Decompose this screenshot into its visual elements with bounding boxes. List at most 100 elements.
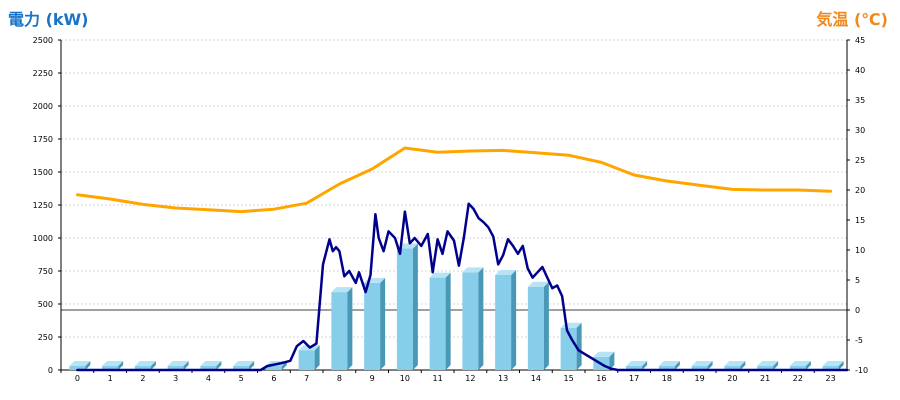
bar xyxy=(757,366,774,370)
bar xyxy=(527,286,544,370)
x-tick-label: 7 xyxy=(304,374,309,383)
right-tick-label: 20 xyxy=(855,186,865,195)
bar-side xyxy=(380,277,386,370)
temperature-line xyxy=(75,146,833,214)
right-tick-label: -10 xyxy=(855,366,868,375)
bar-top xyxy=(69,361,91,366)
bar-side xyxy=(183,361,189,370)
bar-top xyxy=(331,287,353,293)
left-tick-label: 2000 xyxy=(33,102,53,111)
x-tick-label: 19 xyxy=(695,374,705,383)
bar-top xyxy=(134,361,156,366)
bar xyxy=(789,366,806,370)
bar-top xyxy=(626,361,648,366)
bar-side xyxy=(740,361,746,370)
right-tick-label: 0 xyxy=(855,306,860,315)
bar xyxy=(364,282,381,370)
left-tick-label: 250 xyxy=(38,333,53,342)
bar-side xyxy=(543,281,549,370)
left-tick-label: 1000 xyxy=(33,234,53,243)
bar-top xyxy=(724,361,746,366)
x-tick-label: 9 xyxy=(370,374,375,383)
bar-top xyxy=(757,361,779,366)
x-tick-label: 2 xyxy=(140,374,145,383)
left-tick-label: 1250 xyxy=(33,201,53,210)
bar-side xyxy=(216,361,222,370)
x-tick-label: 0 xyxy=(75,374,80,383)
bar-side xyxy=(412,243,418,370)
bar xyxy=(331,292,348,370)
bar-side xyxy=(707,361,713,370)
x-tick-label: 15 xyxy=(564,374,574,383)
x-tick-label: 16 xyxy=(596,374,606,383)
x-tick-label: 13 xyxy=(498,374,508,383)
bar-top xyxy=(527,281,549,287)
bar-top xyxy=(593,351,615,357)
left-tick-label: 2500 xyxy=(33,36,53,45)
bar-top xyxy=(102,361,124,366)
left-tick-label: 2250 xyxy=(33,69,53,78)
left-axis-title: 電力 (kW) xyxy=(8,10,89,29)
bar xyxy=(134,366,151,370)
bar xyxy=(658,366,675,370)
right-axis-title: 気温 (℃) xyxy=(816,10,888,29)
right-tick-label: 5 xyxy=(855,276,860,285)
bar-top xyxy=(691,361,713,366)
bar xyxy=(265,366,282,370)
bar-side xyxy=(118,361,124,370)
bar xyxy=(691,366,708,370)
bar-top xyxy=(462,267,484,273)
x-tick-label: 1 xyxy=(108,374,113,383)
x-tick-label: 10 xyxy=(400,374,410,383)
bar-side xyxy=(805,361,811,370)
right-tick-label: 30 xyxy=(855,126,865,135)
x-tick-label: 18 xyxy=(662,374,672,383)
bar xyxy=(200,366,217,370)
right-tick-label: 45 xyxy=(855,36,865,45)
bar-side xyxy=(249,361,255,370)
bar-top xyxy=(233,361,255,366)
bar xyxy=(102,366,119,370)
right-tick-label: 25 xyxy=(855,156,865,165)
bar-top xyxy=(822,361,844,366)
x-tick-label: 11 xyxy=(433,374,443,383)
bar-side xyxy=(773,361,779,370)
x-tick-label: 5 xyxy=(239,374,244,383)
x-tick-label: 3 xyxy=(173,374,178,383)
bar-top xyxy=(495,269,517,275)
bar-top xyxy=(658,361,680,366)
bar-side xyxy=(314,345,320,370)
bar-top xyxy=(789,361,811,366)
left-tick-label: 500 xyxy=(38,300,53,309)
bar xyxy=(396,248,413,370)
bar-side xyxy=(642,361,648,370)
bar xyxy=(724,366,741,370)
bar-side xyxy=(85,361,91,370)
bar-side xyxy=(674,361,680,370)
bar-top xyxy=(429,272,451,278)
bar-side xyxy=(445,272,451,370)
bar-side xyxy=(150,361,156,370)
x-tick-label: 22 xyxy=(793,374,803,383)
bar-side xyxy=(511,269,517,370)
bar xyxy=(69,366,86,370)
bar-side xyxy=(838,361,844,370)
bar-side xyxy=(347,287,353,370)
x-tick-label: 14 xyxy=(531,374,541,383)
bar-side xyxy=(576,322,582,370)
left-tick-label: 750 xyxy=(38,267,53,276)
x-tick-label: 20 xyxy=(727,374,737,383)
bar xyxy=(495,274,512,370)
bar xyxy=(298,350,315,370)
right-tick-label: -5 xyxy=(855,336,863,345)
right-tick-label: 35 xyxy=(855,96,865,105)
x-tick-label: 23 xyxy=(826,374,836,383)
left-tick-label: 0 xyxy=(48,366,53,375)
right-tick-label: 10 xyxy=(855,246,865,255)
x-tick-label: 8 xyxy=(337,374,342,383)
x-tick-label: 21 xyxy=(760,374,770,383)
bar-side xyxy=(609,351,615,370)
bar xyxy=(429,277,446,370)
left-tick-label: 1500 xyxy=(33,168,53,177)
bar-top xyxy=(200,361,222,366)
